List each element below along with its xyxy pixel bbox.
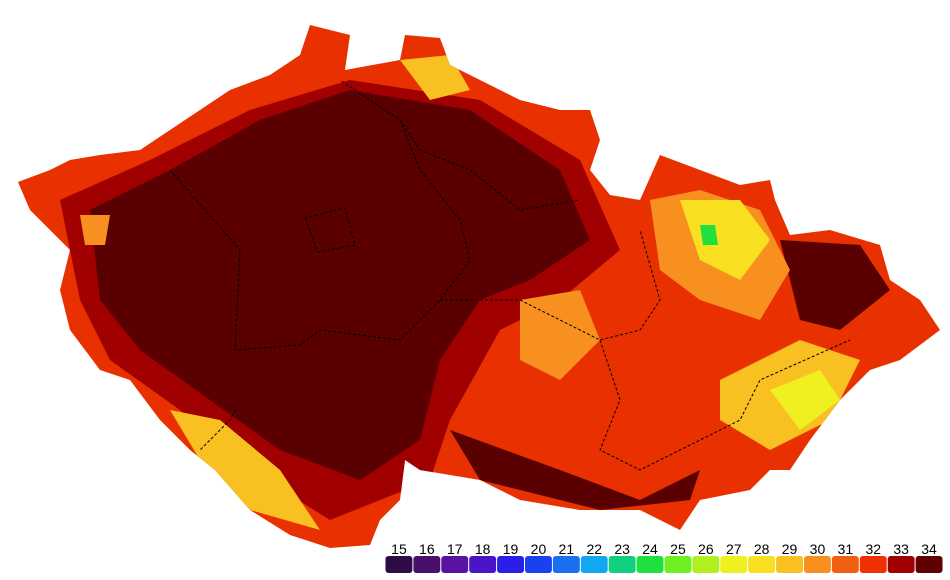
legend-swatch	[497, 556, 524, 573]
legend-label: 23	[614, 541, 630, 557]
legend-label: 24	[642, 541, 658, 557]
legend-label: 32	[865, 541, 881, 557]
legend-label: 17	[447, 541, 463, 557]
legend-label: 15	[391, 541, 407, 557]
legend-label: 25	[670, 541, 686, 557]
legend-swatch	[720, 556, 748, 573]
legend-swatch	[552, 556, 580, 573]
legend-swatch	[915, 556, 943, 573]
legend-swatch	[608, 556, 636, 573]
region-borders	[169, 79, 851, 471]
legend-label: 31	[838, 541, 854, 557]
legend-label: 26	[698, 541, 714, 557]
legend-swatch	[804, 556, 831, 573]
legend-swatch	[413, 556, 441, 573]
legend-swatch	[887, 556, 915, 573]
legend-swatch	[859, 556, 887, 573]
legend-label: 16	[419, 541, 435, 557]
legend-swatch	[776, 556, 803, 573]
legend-swatch	[664, 556, 692, 573]
legend-label: 33	[893, 541, 909, 557]
legend-swatch	[525, 556, 552, 573]
legend: 15 16 17 18 19 20 21 22 23 24 25 26 27 28 29 30 31 32 33 34	[385, 541, 943, 573]
legend-label: 34	[921, 541, 937, 557]
legend-swatch	[385, 556, 413, 573]
legend-swatch	[469, 556, 497, 573]
legend-label: 30	[810, 541, 826, 557]
legend-swatch	[441, 556, 469, 573]
legend-label: 20	[531, 541, 547, 557]
legend-swatch	[636, 556, 664, 573]
legend-label: 27	[726, 541, 742, 557]
legend-swatch	[831, 556, 859, 573]
legend-label: 19	[503, 541, 519, 557]
legend-label: 18	[475, 541, 491, 557]
legend-label: 21	[559, 541, 575, 557]
legend-swatch	[692, 556, 720, 573]
legend-swatch	[580, 556, 608, 573]
legend-label: 29	[782, 541, 798, 557]
legend-label: 22	[586, 541, 602, 557]
legend-label: 28	[754, 541, 770, 557]
legend-swatch	[748, 556, 776, 573]
